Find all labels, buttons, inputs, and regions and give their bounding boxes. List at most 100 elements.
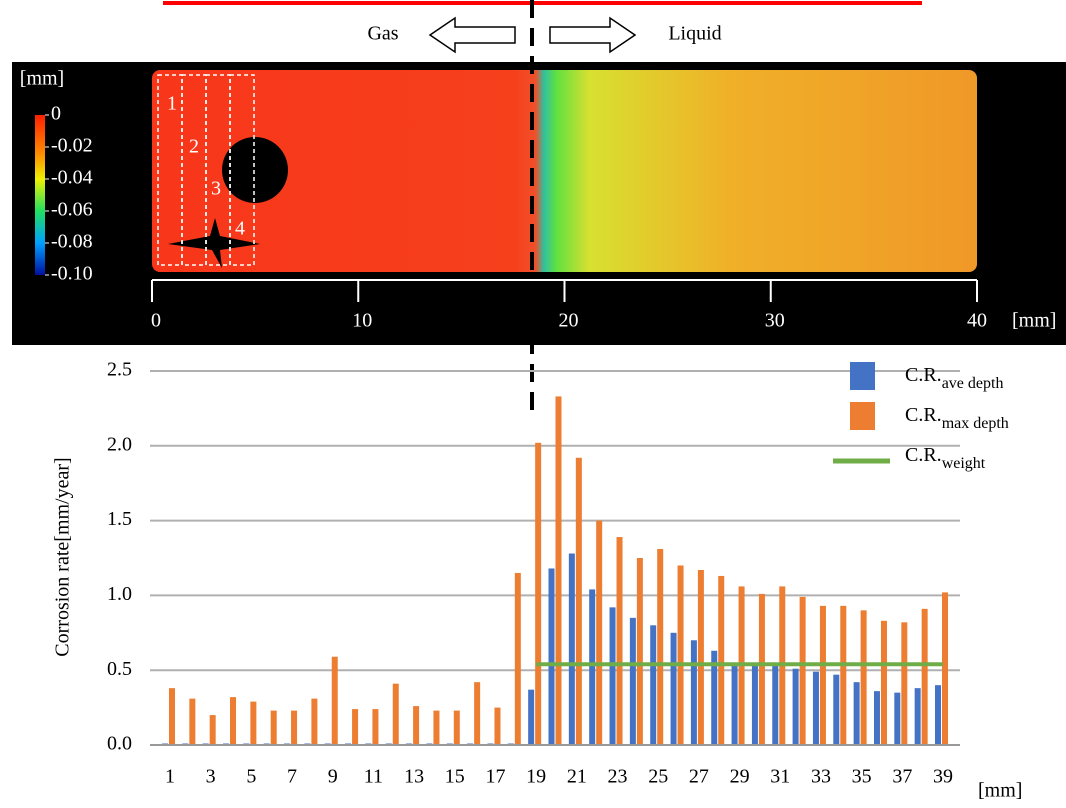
legend-name: C.R. — [905, 404, 942, 426]
bar — [874, 691, 880, 745]
x-tick-label: 19 — [526, 766, 546, 788]
bar — [881, 621, 887, 745]
bar — [678, 565, 684, 745]
bar — [352, 709, 358, 745]
x-tick-label: 30 — [765, 310, 785, 332]
bar — [854, 682, 860, 745]
x-tick-label: 40 — [967, 310, 987, 332]
x-tick-label: 0 — [151, 310, 161, 332]
legend-label: C.R.ave depth — [905, 364, 1003, 392]
x-tick-label: 3 — [206, 766, 216, 788]
bar — [915, 688, 921, 745]
colorbar-tick-label: 0 — [51, 103, 61, 125]
x-tick-label: 39 — [933, 766, 953, 788]
bar — [800, 597, 806, 745]
x-tick-label: 9 — [328, 766, 338, 788]
bar — [393, 684, 399, 745]
bar — [833, 675, 839, 745]
bar — [698, 570, 704, 745]
legend-subscript: max depth — [942, 415, 1009, 432]
legend-swatch — [850, 402, 875, 430]
bar — [861, 610, 867, 745]
bar — [250, 702, 256, 745]
colorbar-tick-label: -0.08 — [51, 231, 93, 253]
bar — [596, 521, 602, 745]
y-tick-label: 1.5 — [107, 508, 132, 530]
bar — [657, 549, 663, 745]
legend-label: C.R.max depth — [905, 404, 1009, 432]
colorbar-tick-label: -0.06 — [51, 199, 93, 221]
y-tick-label: 1.0 — [107, 583, 132, 605]
bar — [589, 589, 595, 745]
bar — [630, 618, 636, 745]
x-tick-label: 7 — [287, 766, 297, 788]
colorbar — [35, 115, 45, 275]
bar — [549, 568, 555, 745]
x-tick-label: 1 — [165, 766, 175, 788]
bar — [732, 663, 738, 745]
colorbar-tick-label: -0.02 — [51, 135, 93, 157]
x-tick-label: 10 — [352, 310, 372, 332]
annotation: Liquid — [668, 23, 721, 45]
legend-subscript: weight — [942, 455, 986, 472]
bar — [535, 443, 541, 745]
bar — [528, 690, 534, 745]
x-tick-label: 33 — [811, 766, 831, 788]
x-tick-label: 37 — [892, 766, 912, 788]
bar — [813, 672, 819, 745]
bar — [169, 688, 175, 745]
arrow-right — [550, 18, 635, 52]
bar — [752, 663, 758, 745]
bar — [894, 693, 900, 745]
bar — [671, 633, 677, 745]
x-tick-label: 35 — [852, 766, 872, 788]
x-tick-label: 5 — [246, 766, 256, 788]
bar — [433, 711, 439, 745]
x-tick-label: 21 — [567, 766, 587, 788]
bar — [820, 606, 826, 745]
bar — [637, 558, 643, 745]
bar — [291, 711, 297, 745]
bar — [935, 685, 941, 745]
x-axis-label: [mm] — [978, 780, 1022, 802]
bar — [718, 576, 724, 745]
bar — [494, 708, 500, 745]
x-tick-label: 29 — [730, 766, 750, 788]
bar — [372, 709, 378, 745]
bar — [922, 609, 928, 745]
bar — [650, 625, 656, 745]
bar — [474, 682, 480, 745]
x-tick-label: 31 — [770, 766, 790, 788]
x-tick-label: 13 — [404, 766, 424, 788]
y-tick-label: 0.0 — [107, 733, 132, 755]
x-tick-label: 15 — [445, 766, 465, 788]
bar — [901, 622, 907, 745]
bar — [610, 607, 616, 745]
bar — [691, 640, 697, 745]
bar — [793, 669, 799, 745]
colorbar-label: [mm] — [20, 68, 64, 90]
bar — [311, 699, 317, 745]
y-tick-label: 2.0 — [107, 433, 132, 455]
x-axis-label: [mm] — [1012, 310, 1056, 332]
region-label: 4 — [235, 218, 245, 240]
bar — [840, 606, 846, 745]
legend-label: C.R.weight — [905, 444, 986, 472]
figure: GasLiquid1234010203040[mm][mm]0-0.02-0.0… — [0, 0, 1066, 808]
bar — [556, 396, 562, 745]
bar — [230, 697, 236, 745]
arrow-left — [430, 18, 515, 52]
x-tick-label: 27 — [689, 766, 709, 788]
bar — [189, 699, 195, 745]
legend-name: C.R. — [905, 364, 942, 386]
bar — [413, 706, 419, 745]
x-tick-label: 25 — [648, 766, 668, 788]
bar — [210, 715, 216, 745]
bar — [515, 573, 521, 745]
bar — [454, 711, 460, 745]
bar — [576, 458, 582, 745]
bar — [942, 592, 948, 745]
x-tick-label: 11 — [364, 766, 383, 788]
x-tick-label: 20 — [559, 310, 579, 332]
y-tick-label: 2.5 — [107, 359, 132, 381]
